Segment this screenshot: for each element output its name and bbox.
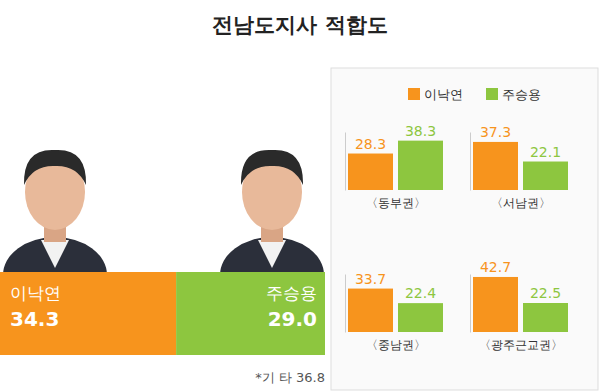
series-name-label: 이낙연 (10, 283, 61, 303)
y-axis (345, 275, 346, 333)
bar (473, 142, 518, 190)
panel: 42.7 22.5 〈광주근교권〉 (471, 259, 569, 352)
bars (473, 142, 568, 190)
category-label: 〈동부권〉 (366, 196, 426, 210)
bar (523, 162, 568, 190)
title: 전남도지사 적합도 (212, 13, 387, 37)
portrait-collar (41, 240, 69, 268)
panel: 37.3 22.1 〈서남권〉 (471, 124, 569, 210)
data-label: 22.4 (405, 285, 436, 301)
legend: 이낙연 주승용 (408, 87, 541, 102)
annotation-value: 36.8 (296, 370, 325, 385)
data-label: 29.0 (268, 307, 317, 331)
data-labels: 42.7 22.5 (480, 259, 561, 301)
bar (398, 303, 443, 332)
axis-line (345, 275, 346, 333)
legend-swatch (408, 88, 420, 100)
bar (348, 154, 393, 190)
y-axis (470, 133, 471, 191)
data-labels: 28.3 38.3 (355, 123, 436, 152)
bars (473, 277, 568, 332)
bar (0, 272, 176, 355)
chart-root: 전남도지사 적합도이낙연34.3주승용29.0*기 타 36.8이낙연주승용28… (0, 0, 600, 392)
bar (473, 277, 518, 332)
data-label: 37.3 (480, 124, 511, 140)
data-label: 28.3 (355, 136, 386, 152)
legend-label: 주승용 (502, 87, 541, 102)
category-label: 〈서남권〉 (491, 196, 551, 210)
data-label: 42.7 (480, 259, 511, 275)
axis-line (470, 275, 471, 333)
bar (176, 272, 325, 355)
data-label: 33.7 (355, 271, 386, 287)
category-label: 〈중남권〉 (366, 338, 426, 352)
y-axis (470, 275, 471, 333)
portrait-hair (24, 150, 86, 185)
legend-label: 이낙연 (424, 87, 463, 102)
main-bars (0, 272, 325, 355)
annotation: *기 타 36.8 (255, 370, 325, 385)
data-label: 22.1 (530, 144, 561, 160)
y-axis (345, 133, 346, 191)
axis-line (470, 133, 471, 191)
series-name-label: 주승용 (266, 283, 317, 303)
annotation-text: *기 타 (255, 370, 292, 385)
panel: 28.3 38.3 〈동부권〉 (346, 123, 444, 210)
axis-line (345, 133, 346, 191)
legend-swatch (486, 88, 498, 100)
portrait-hair (241, 150, 303, 185)
bar (348, 289, 393, 332)
data-labels: 33.7 22.4 (355, 271, 436, 302)
data-label: 22.5 (530, 285, 561, 301)
portrait-collar (258, 240, 286, 268)
bar (398, 141, 443, 190)
data-label: 38.3 (405, 123, 436, 139)
main-labels: 이낙연 34.3 주승용 29.0 (10, 283, 317, 331)
bar (523, 303, 568, 332)
panel: 33.7 22.4 〈중남권〉 (346, 271, 444, 352)
panel-background (331, 68, 598, 390)
category-label: 〈광주근교권〉 (479, 338, 563, 352)
data-labels: 37.3 22.1 (480, 124, 561, 160)
data-label: 34.3 (10, 307, 59, 331)
